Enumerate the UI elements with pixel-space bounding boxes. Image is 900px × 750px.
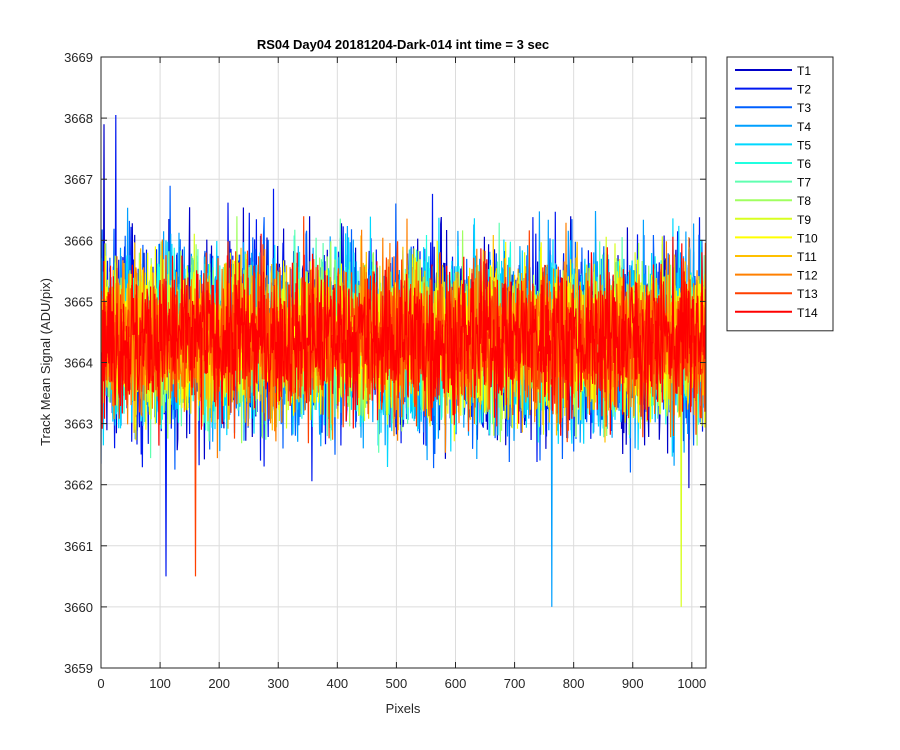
legend-entry-t8[interactable]: T8 (735, 194, 811, 208)
legend-label: T13 (797, 287, 818, 301)
legend-box (726, 56, 834, 332)
y-tick-label: 3660 (64, 600, 93, 615)
legend-entry-t3[interactable]: T3 (735, 101, 811, 115)
legend-entry-t12[interactable]: T12 (735, 269, 818, 283)
x-tick-label: 900 (622, 676, 644, 691)
legend-entry-t7[interactable]: T7 (735, 176, 811, 190)
x-tick-label: 500 (386, 676, 408, 691)
legend-label: T2 (797, 83, 811, 97)
legend-entry-t9[interactable]: T9 (735, 213, 811, 227)
x-tick-label: 0 (97, 676, 104, 691)
y-axis-label: Track Mean Signal (ADU/pix) (38, 278, 53, 446)
legend-label: T3 (797, 101, 811, 115)
x-tick-label: 1000 (677, 676, 706, 691)
legend-entry-t11[interactable]: T11 (735, 250, 817, 264)
legend-entry-t1[interactable]: T1 (735, 64, 811, 78)
legend-label: T6 (797, 157, 811, 171)
legend-label: T10 (797, 231, 818, 245)
y-tick-label: 3661 (64, 539, 93, 554)
legend-entry-t14[interactable]: T14 (735, 306, 818, 320)
legend-entry-t5[interactable]: T5 (735, 138, 811, 152)
legend-entry-t4[interactable]: T4 (735, 120, 811, 134)
series-line-t14 (101, 233, 706, 446)
x-tick-label: 100 (149, 676, 171, 691)
axis-ticks: 0 100 200 300 400 500 600 700 800 900 1000 3659 3660… (64, 50, 706, 691)
y-tick-label: 3662 (64, 478, 93, 493)
x-tick-label: 200 (208, 676, 230, 691)
x-tick-label: 700 (504, 676, 526, 691)
y-tick-label: 3664 (64, 356, 93, 371)
legend[interactable]: T1 T2 T3 T4 T5 T6 T7 T8 T9 T10 T11 T12 T13 T14 (726, 56, 834, 332)
legend-label: T1 (797, 64, 811, 78)
legend-label: T4 (797, 120, 811, 134)
x-tick-label: 300 (267, 676, 289, 691)
x-tick-label: 600 (445, 676, 467, 691)
y-tick-label: 3668 (64, 111, 93, 126)
y-tick-label: 3667 (64, 172, 93, 187)
plot-lines (101, 114, 706, 607)
legend-label: T7 (797, 176, 811, 190)
legend-entry-t6[interactable]: T6 (735, 157, 811, 171)
x-axis-label: Pixels (386, 701, 421, 716)
y-tick-label: 3669 (64, 50, 93, 65)
legend-entry-t2[interactable]: T2 (735, 83, 811, 97)
y-tick-label: 3659 (64, 661, 93, 676)
y-tick-label: 3665 (64, 294, 93, 309)
legend-entry-t10[interactable]: T10 (735, 231, 818, 245)
x-tick-label: 400 (326, 676, 348, 691)
legend-label: T8 (797, 194, 811, 208)
legend-label: T12 (797, 269, 818, 283)
legend-label: T14 (797, 306, 818, 320)
chart-title: RS04 Day04 20181204-Dark-014 int time = … (257, 37, 549, 52)
legend-label: T9 (797, 213, 811, 227)
y-tick-label: 3666 (64, 233, 93, 248)
legend-entry-t13[interactable]: T13 (735, 287, 818, 301)
legend-label: T11 (797, 250, 817, 264)
y-tick-label: 3663 (64, 417, 93, 432)
x-tick-label: 800 (563, 676, 585, 691)
legend-label: T5 (797, 138, 811, 152)
